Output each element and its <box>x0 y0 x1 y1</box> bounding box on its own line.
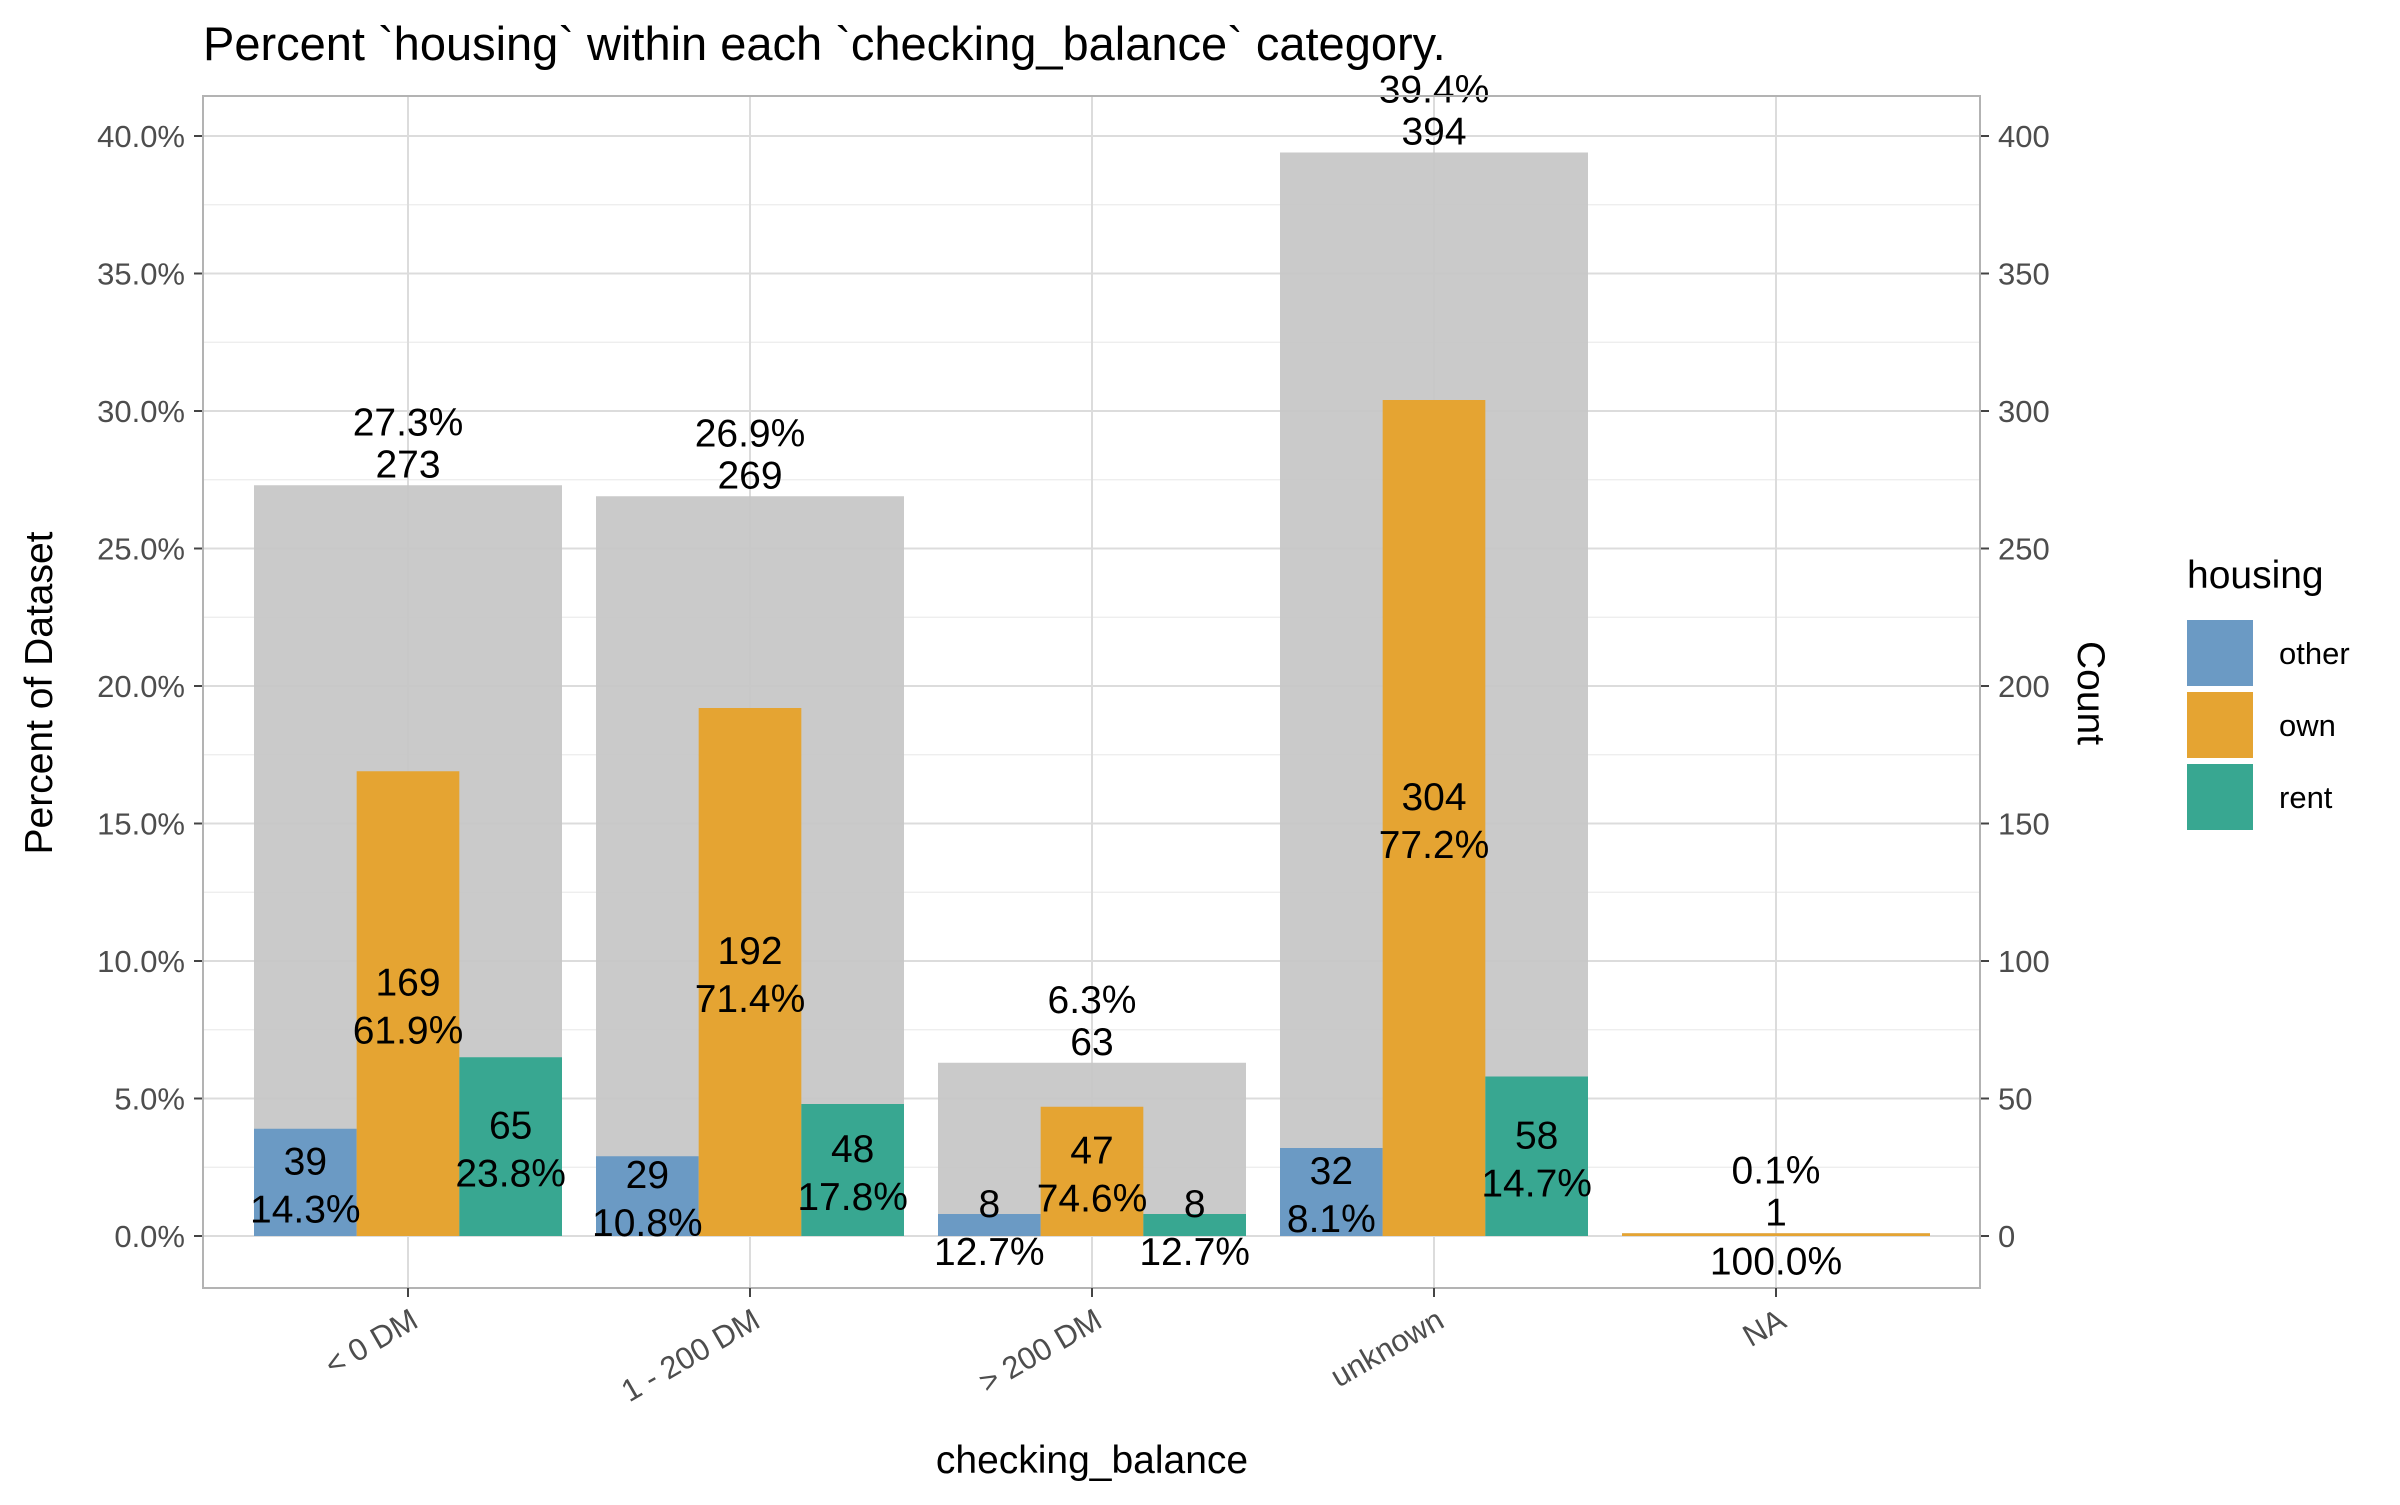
y2-tick-label: 150 <box>1998 807 2050 842</box>
bar-count-label: 47 <box>1070 1129 1113 1172</box>
legend-key-other <box>2187 620 2253 686</box>
bar-count-label: 48 <box>831 1128 874 1171</box>
total-percent-label: 6.3% <box>1048 979 1137 1022</box>
bar-percent-label: 8.1% <box>1287 1198 1376 1241</box>
bar-other <box>254 1128 357 1236</box>
bar-own <box>698 708 802 1236</box>
bar-count-label: 192 <box>717 930 782 973</box>
bar-own <box>356 771 460 1236</box>
bar-percent-label: 100.0% <box>1710 1241 1842 1284</box>
total-count-label: 63 <box>1070 1021 1113 1064</box>
bar-percent-label: 77.2% <box>1379 824 1490 867</box>
y2-tick-label: 0 <box>1998 1219 2015 1254</box>
bar-own <box>1382 400 1486 1236</box>
bar-percent-label: 12.7% <box>934 1231 1045 1274</box>
bar-count-label: 65 <box>489 1105 532 1148</box>
y2-tick-label: 350 <box>1998 257 2050 292</box>
x-tick-label: unknown <box>1325 1302 1450 1394</box>
bar-count-label: 169 <box>375 962 440 1005</box>
bar-count-label: 304 <box>1401 776 1466 819</box>
bar-other <box>1280 1148 1383 1236</box>
bar-percent-label: 23.8% <box>455 1153 566 1196</box>
bar-count-label: 8 <box>1184 1183 1206 1226</box>
y2-tick-label: 300 <box>1998 394 2050 429</box>
legend-key-rent <box>2187 764 2253 830</box>
y-tick-label: 0.0% <box>114 1219 185 1254</box>
bar-count-label: 39 <box>284 1140 327 1183</box>
legend-label-other: other <box>2279 636 2350 671</box>
total-percent-label: 27.3% <box>353 401 464 444</box>
total-count-label: 394 <box>1401 111 1466 154</box>
y-tick-label: 5.0% <box>114 1082 185 1117</box>
total-percent-label: 39.4% <box>1379 69 1490 112</box>
total-percent-label: 26.9% <box>695 412 806 455</box>
bar-percent-label: 10.8% <box>592 1202 703 1245</box>
bar-count-label: 8 <box>978 1183 1000 1226</box>
total-count-label: 1 <box>1765 1191 1787 1234</box>
y2-tick-label: 250 <box>1998 532 2050 567</box>
legend-label-rent: rent <box>2279 780 2333 815</box>
x-tick-label: NA <box>1737 1302 1792 1354</box>
bar-other <box>596 1156 699 1236</box>
bar-count-label: 32 <box>1310 1150 1353 1193</box>
bar-own <box>1622 1233 1930 1236</box>
bar-other <box>938 1214 1041 1236</box>
bar-rent <box>801 1104 904 1236</box>
total-count-label: 269 <box>717 454 782 497</box>
legend-title: housing <box>2187 554 2324 597</box>
bar-percent-label: 12.7% <box>1139 1231 1250 1274</box>
x-tick-label: > 200 DM <box>973 1302 1108 1400</box>
bar-percent-label: 14.7% <box>1481 1162 1592 1205</box>
y2-tick-label: 200 <box>1998 669 2050 704</box>
bar-percent-label: 71.4% <box>695 978 806 1021</box>
bar-rent <box>459 1057 562 1236</box>
y2-axis-title: Count <box>2069 641 2112 745</box>
x-axis-title: checking_balance <box>936 1439 1248 1482</box>
legend-key-own <box>2187 692 2253 758</box>
x-tick-label: 1 - 200 DM <box>615 1302 765 1409</box>
x-tick-label: < 0 DM <box>319 1302 424 1383</box>
y-tick-label: 15.0% <box>97 807 185 842</box>
bar-rent <box>1143 1214 1246 1236</box>
total-count-label: 273 <box>375 443 440 486</box>
bar-percent-label: 74.6% <box>1037 1177 1148 1220</box>
y-tick-label: 35.0% <box>97 257 185 292</box>
y-tick-label: 30.0% <box>97 394 185 429</box>
y2-tick-label: 400 <box>1998 119 2050 154</box>
bar-percent-label: 61.9% <box>353 1010 464 1053</box>
y2-tick-label: 50 <box>1998 1082 2032 1117</box>
legend-label-own: own <box>2279 708 2336 743</box>
bar-own <box>1040 1106 1144 1236</box>
y2-tick-label: 100 <box>1998 944 2050 979</box>
bar-rent <box>1485 1076 1588 1236</box>
y-tick-label: 25.0% <box>97 532 185 567</box>
y-tick-label: 40.0% <box>97 119 185 154</box>
y-tick-label: 10.0% <box>97 944 185 979</box>
total-percent-label: 0.1% <box>1732 1149 1821 1192</box>
y-axis-title: Percent of Dataset <box>18 531 61 854</box>
bar-percent-label: 14.3% <box>250 1188 361 1231</box>
bar-count-label: 29 <box>626 1154 669 1197</box>
bar-percent-label: 17.8% <box>797 1176 908 1219</box>
bar-count-label: 58 <box>1515 1114 1558 1157</box>
chart-title: Percent `housing` within each `checking_… <box>203 17 1446 70</box>
y-tick-label: 20.0% <box>97 669 185 704</box>
